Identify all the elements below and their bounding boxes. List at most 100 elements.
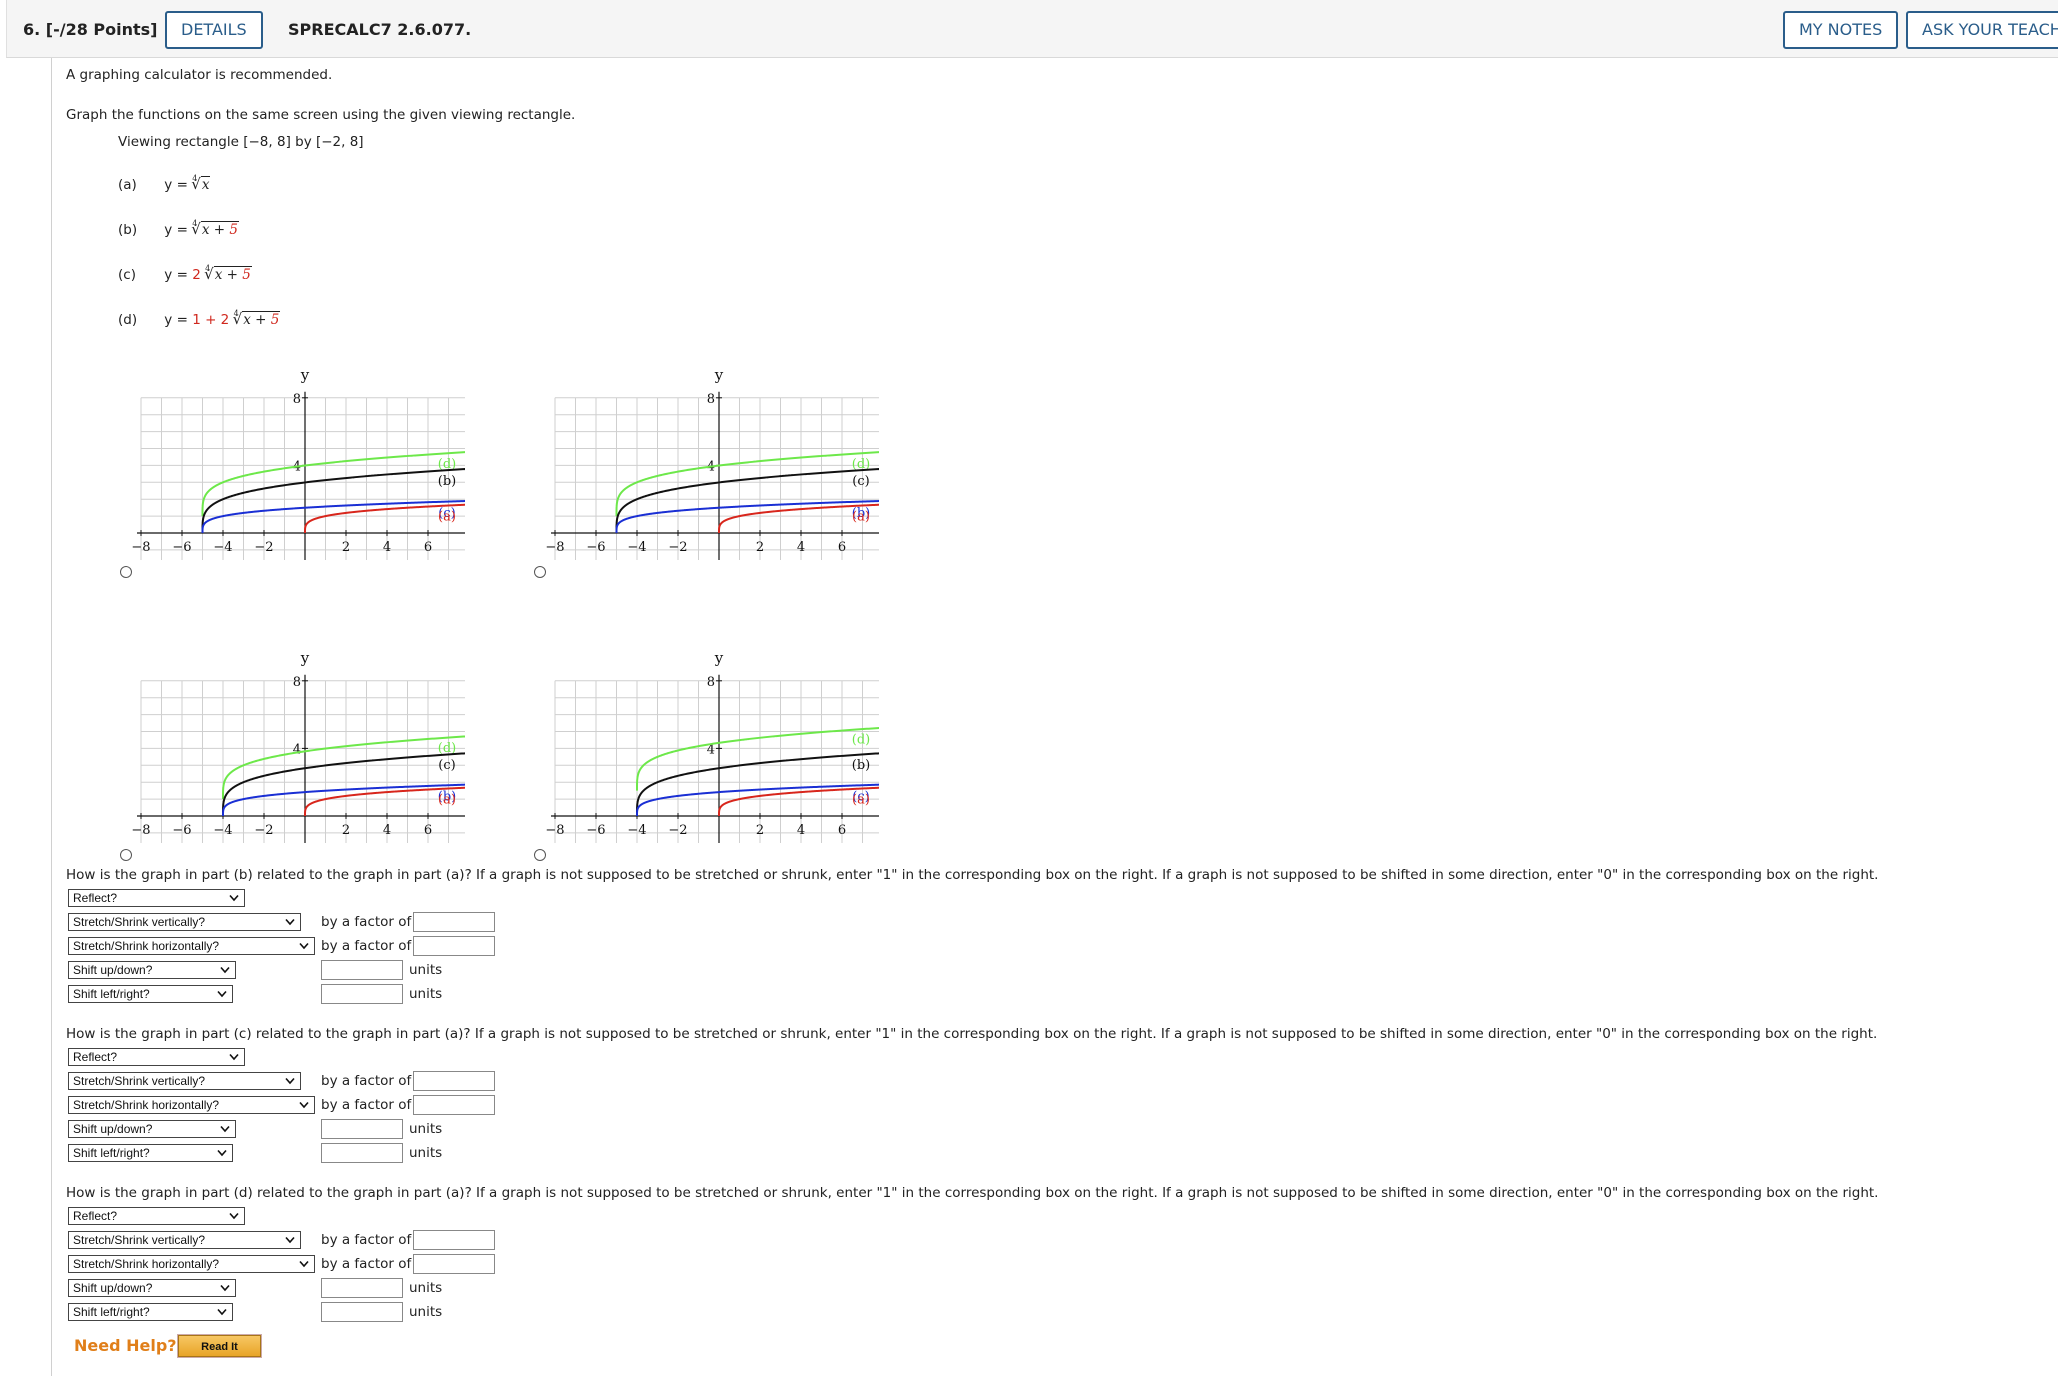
series-curve: [615, 468, 879, 533]
units-label: units: [409, 1304, 443, 1320]
chevron-down-icon: [217, 1149, 227, 1157]
fourth-root: 4√x + 5: [204, 264, 252, 283]
radical-icon: √: [191, 175, 201, 193]
x-tick-label: −2: [668, 823, 687, 838]
ask-teacher-button[interactable]: ASK YOUR TEACH: [1906, 11, 2058, 49]
y-axis-label: y: [300, 366, 310, 384]
chevron-down-icon: [220, 1125, 230, 1133]
units-input[interactable]: [321, 960, 403, 980]
units-label: units: [409, 962, 443, 978]
series-curve: [222, 783, 465, 816]
units-input[interactable]: [321, 1278, 403, 1298]
series-label: (a): [438, 510, 456, 525]
stretch-horizontal-select[interactable]: Stretch/Shrink horizontally?: [68, 1255, 315, 1273]
radicand-const: 5: [270, 312, 280, 328]
y-tick-label: 4: [293, 742, 301, 757]
units-label: units: [409, 1121, 443, 1137]
series-curve: [615, 500, 879, 533]
reflect-select[interactable]: Reflect?: [68, 1207, 245, 1225]
series-label: (d): [438, 457, 456, 472]
chevron-down-icon: [220, 966, 230, 974]
shift-left-right-select[interactable]: Shift left/right?: [68, 985, 233, 1003]
x-tick-label: −8: [545, 540, 564, 555]
graph-option-3-radio[interactable]: [120, 849, 132, 861]
x-tick-label: 2: [342, 823, 350, 838]
intro-line-2: Graph the functions on the same screen u…: [66, 107, 576, 123]
details-button[interactable]: DETAILS: [165, 11, 263, 49]
select-value: Stretch/Shrink horizontally?: [73, 1098, 220, 1112]
series-curve: [201, 500, 465, 533]
x-tick-label: 4: [383, 540, 391, 555]
factor-input[interactable]: [413, 936, 495, 956]
radical-icon: √: [191, 220, 201, 238]
factor-input[interactable]: [413, 1071, 495, 1091]
series-label: (a): [852, 510, 870, 525]
function-label: (a): [118, 177, 137, 193]
shift-up-down-select[interactable]: Shift up/down?: [68, 1120, 236, 1138]
factor-input[interactable]: [413, 1230, 495, 1250]
shift-up-down-select[interactable]: Shift up/down?: [68, 1279, 236, 1297]
stretch-vertical-select[interactable]: Stretch/Shrink vertically?: [68, 1072, 301, 1090]
by-factor-label: by a factor of: [321, 1232, 412, 1248]
units-input[interactable]: [321, 984, 403, 1004]
x-tick-label: −8: [545, 823, 564, 838]
units-label: units: [409, 1280, 443, 1296]
factor-input[interactable]: [413, 912, 495, 932]
series-curve: [222, 752, 465, 816]
select-value: Shift up/down?: [73, 1281, 153, 1295]
reflect-select[interactable]: Reflect?: [68, 1048, 245, 1066]
graph-option-1-radio[interactable]: [120, 566, 132, 578]
root-index: 4: [192, 174, 198, 183]
reflect-select[interactable]: Reflect?: [68, 889, 245, 907]
function-c: (c) y = 2 4√x + 5: [118, 264, 252, 283]
stretch-vertical-select[interactable]: Stretch/Shrink vertically?: [68, 913, 301, 931]
problem-code: SPRECALC7 2.6.077.: [288, 20, 472, 39]
radicand-const: 5: [229, 222, 238, 238]
function-prefix: y =: [164, 312, 193, 328]
select-value: Stretch/Shrink horizontally?: [73, 1257, 220, 1271]
x-tick-label: −2: [668, 540, 687, 555]
series-curve: [201, 468, 465, 533]
shift-up-down-select[interactable]: Shift up/down?: [68, 961, 236, 979]
x-tick-label: 6: [838, 823, 846, 838]
series-label: (b): [852, 506, 870, 521]
content-left-rule: [51, 58, 52, 1376]
select-value: Shift left/right?: [73, 1146, 150, 1160]
shift-left-right-select[interactable]: Shift left/right?: [68, 1144, 233, 1162]
function-label: (c): [118, 267, 136, 283]
x-tick-label: −2: [254, 540, 273, 555]
units-input[interactable]: [321, 1119, 403, 1139]
chevron-down-icon: [299, 942, 309, 950]
select-value: Stretch/Shrink vertically?: [73, 1233, 206, 1247]
factor-input[interactable]: [413, 1254, 495, 1274]
graph-option-4-radio[interactable]: [534, 849, 546, 861]
x-tick-label: 6: [424, 823, 432, 838]
read-it-button[interactable]: Read It: [177, 1334, 262, 1358]
my-notes-button[interactable]: MY NOTES: [1783, 11, 1899, 49]
series-curve: [718, 503, 879, 533]
by-factor-label: by a factor of: [321, 1256, 412, 1272]
series-curve: [222, 735, 465, 800]
series-label: (b): [438, 474, 456, 489]
stretch-horizontal-select[interactable]: Stretch/Shrink horizontally?: [68, 1096, 315, 1114]
shift-left-right-select[interactable]: Shift left/right?: [68, 1303, 233, 1321]
series-curve: [636, 752, 879, 816]
function-prefix: y =: [164, 177, 193, 193]
graph-option-2-radio[interactable]: [534, 566, 546, 578]
y-tick-label: 8: [293, 675, 301, 690]
radicand-var: x +: [243, 312, 271, 328]
units-input[interactable]: [321, 1143, 403, 1163]
units-input[interactable]: [321, 1302, 403, 1322]
x-tick-label: 4: [797, 540, 805, 555]
radicand-var: x +: [214, 267, 243, 283]
function-label: (d): [118, 312, 138, 328]
factor-input[interactable]: [413, 1095, 495, 1115]
by-factor-label: by a factor of: [321, 1097, 412, 1113]
stretch-horizontal-select[interactable]: Stretch/Shrink horizontally?: [68, 937, 315, 955]
fourth-root: 4√x + 5: [191, 219, 239, 238]
stretch-vertical-select[interactable]: Stretch/Shrink vertically?: [68, 1231, 301, 1249]
chevron-down-icon: [217, 990, 227, 998]
series-label: (d): [438, 741, 456, 756]
x-tick-label: −8: [131, 540, 150, 555]
function-a: (a) y = 4√x: [118, 174, 211, 193]
